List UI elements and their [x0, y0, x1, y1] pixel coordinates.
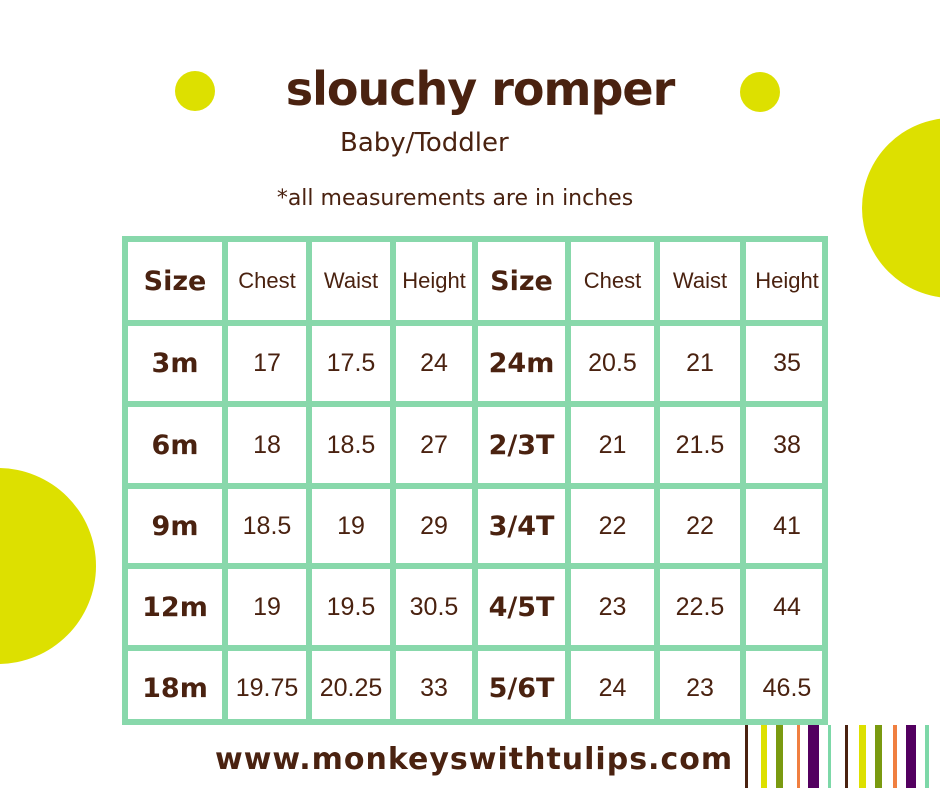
stripe — [859, 725, 866, 788]
stripe — [906, 725, 916, 788]
grid-line — [222, 236, 228, 725]
table-cell: 17 — [253, 349, 281, 377]
stripe — [776, 725, 783, 788]
grid-line — [122, 719, 828, 725]
table-cell: 20.25 — [319, 673, 383, 702]
grid-line — [306, 236, 312, 725]
column-header: Chest — [583, 268, 642, 293]
table-cell: 18.5 — [242, 511, 292, 540]
subtitle: Baby/Toddler — [340, 128, 509, 158]
grid-line — [740, 236, 746, 725]
table-cell: 29 — [420, 511, 448, 540]
table-cell: 22 — [686, 511, 714, 540]
table-cell: 21 — [686, 349, 714, 377]
decor-dot-left — [175, 71, 215, 111]
table-cell: 24 — [420, 349, 448, 377]
table-cell: 18 — [253, 430, 281, 459]
decor-circle-left — [0, 468, 96, 664]
grid-line — [565, 236, 571, 725]
table-cell: 17.5 — [326, 349, 376, 377]
table-cell: 12m — [142, 591, 208, 623]
stripe — [893, 725, 897, 788]
stripe — [797, 725, 800, 788]
table-cell: 19.5 — [326, 592, 376, 621]
grid-line — [654, 236, 660, 725]
table-cell: 19.75 — [235, 673, 299, 702]
page-title: slouchy romper — [285, 62, 676, 116]
table-cell: 18m — [142, 672, 208, 704]
size-chart-table: Size Chest Waist Height Size Chest Waist Height… — [122, 236, 828, 725]
grid-line — [122, 563, 828, 569]
stripe — [925, 725, 929, 788]
stripe — [828, 725, 831, 788]
table-cell: 4/5T — [488, 591, 555, 623]
grid-line — [122, 236, 828, 242]
table-cell: 5/6T — [488, 672, 555, 704]
grid-line — [122, 645, 828, 651]
table-cell: 23 — [598, 592, 627, 621]
table-cell: 21.5 — [675, 430, 725, 459]
grid-line — [122, 483, 828, 489]
column-header: Height — [402, 268, 466, 293]
table-cell: 35 — [773, 349, 801, 377]
grid-line — [122, 236, 128, 725]
table-cell: 19 — [337, 511, 365, 540]
website-link[interactable]: www.monkeyswithtulips.com — [215, 742, 734, 777]
grid-line — [472, 236, 478, 725]
column-header: Waist — [323, 268, 379, 293]
table-cell: 2/3T — [488, 429, 555, 461]
table-cell: 23 — [686, 673, 714, 702]
stripe — [745, 725, 748, 788]
table-cell: 22 — [598, 511, 627, 540]
column-header: Chest — [238, 268, 296, 293]
table-cell: 3m — [151, 348, 199, 379]
decor-circle-right — [862, 118, 940, 298]
column-header: Waist — [672, 268, 728, 293]
stripe — [845, 725, 848, 788]
column-header: Size — [490, 265, 553, 297]
table-cell: 27 — [420, 430, 448, 459]
column-header: Height — [755, 268, 819, 293]
grid-line — [390, 236, 396, 725]
table-cell: 38 — [773, 430, 801, 459]
table-cell: 24m — [488, 348, 555, 379]
table-cell: 46.5 — [762, 673, 812, 702]
table-cell: 22.5 — [675, 592, 725, 621]
table-cell: 19 — [253, 592, 281, 621]
measurement-note: *all measurements are in inches — [276, 186, 634, 211]
table-cell: 41 — [773, 511, 801, 540]
stripe — [761, 725, 767, 788]
table-cell: 30.5 — [409, 592, 459, 621]
stripe — [808, 725, 819, 788]
table-cell: 24 — [598, 673, 627, 702]
decor-dot-right — [740, 72, 780, 112]
table-cell: 18.5 — [326, 430, 376, 459]
table-cell: 6m — [151, 429, 199, 461]
table-cell: 44 — [773, 592, 801, 621]
stripe — [875, 725, 882, 788]
table-cell: 3/4T — [488, 510, 555, 542]
grid-line — [122, 401, 828, 407]
grid-line — [122, 320, 828, 326]
table-cell: 21 — [598, 430, 627, 459]
grid-line — [822, 236, 828, 725]
table-cell: 33 — [420, 673, 448, 702]
table-cell: 9m — [151, 510, 199, 542]
table-cell: 20.5 — [588, 349, 637, 377]
column-header: Size — [143, 265, 207, 297]
